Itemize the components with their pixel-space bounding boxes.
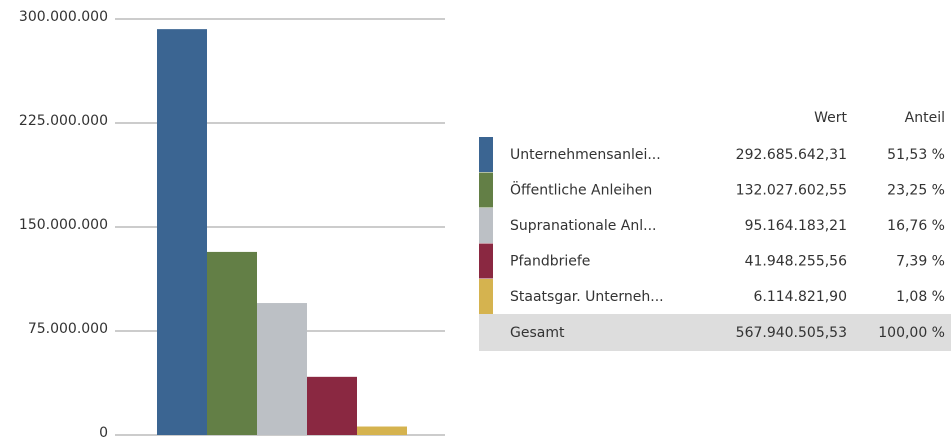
legend-swatch: [479, 279, 493, 314]
total-share: 100,00 %: [878, 325, 945, 341]
value-label: 292.685.642,31: [736, 147, 847, 163]
bar: [257, 303, 307, 435]
legend-swatch: [479, 243, 493, 279]
y-tick-label: 150.000.000: [19, 217, 108, 233]
share-label: 23,25 %: [887, 183, 945, 199]
legend-label: Pfandbriefe: [510, 254, 590, 270]
value-label: 41.948.255,56: [745, 254, 848, 270]
legend-swatch: [479, 208, 493, 243]
share-label: 51,53 %: [887, 147, 945, 163]
total-label: Gesamt: [510, 325, 565, 341]
y-tick-label: 0: [99, 425, 108, 441]
share-label: 1,08 %: [896, 289, 945, 305]
total-row: [479, 314, 951, 351]
legend-swatch: [479, 137, 493, 172]
value-label: 132.027.602,55: [736, 183, 847, 199]
total-value: 567.940.505,53: [736, 325, 847, 341]
share-label: 7,39 %: [896, 254, 945, 270]
value-label: 95.164.183,21: [745, 218, 847, 234]
bar: [357, 426, 407, 435]
legend-label: Supranationale Anl...: [510, 218, 656, 234]
y-tick-label: 75.000.000: [28, 321, 108, 337]
bar: [157, 29, 207, 435]
legend-label: Unternehmensanlei...: [510, 147, 661, 163]
legend-label: Staatsgar. Unterneh...: [510, 289, 664, 305]
y-tick-label: 300.000.000: [19, 9, 108, 25]
bar: [307, 376, 357, 435]
legend-label: Öffentliche Anleihen: [510, 181, 652, 199]
column-header: Anteil: [905, 110, 945, 126]
legend-swatch: [479, 172, 493, 208]
y-tick-label: 225.000.000: [19, 113, 108, 129]
column-header: Wert: [814, 110, 847, 126]
share-label: 16,76 %: [887, 218, 945, 234]
value-label: 6.114.821,90: [753, 289, 847, 305]
bar: [207, 251, 257, 435]
